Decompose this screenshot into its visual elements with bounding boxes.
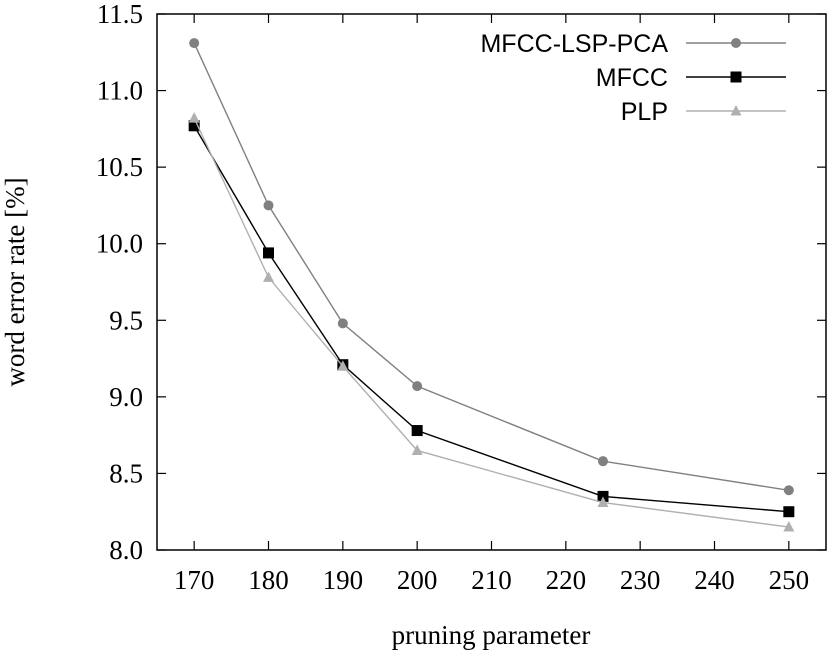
data-point-mfcc-lsp-pca [189, 38, 200, 49]
x-tick-label: 220 [546, 565, 587, 595]
data-point-mfcc-lsp-pca [337, 318, 348, 329]
x-axis-title: pruning parameter [392, 620, 591, 650]
data-point-plp [337, 360, 349, 371]
y-tick-label: 9.0 [109, 382, 143, 412]
plot-frame [156, 13, 827, 551]
series-plp [188, 112, 795, 532]
data-point-plp [411, 444, 423, 455]
y-tick-label: 8.0 [109, 535, 143, 565]
x-tick-label: 180 [248, 565, 289, 595]
data-point-plp [263, 271, 274, 282]
legend-marker-mfcc [730, 71, 742, 83]
data-point-mfcc-lsp-pca [783, 485, 794, 496]
y-tick-label: 8.5 [109, 458, 143, 488]
x-tick-label: 200 [397, 565, 438, 595]
data-point-mfcc-lsp-pca [263, 200, 274, 211]
data-point-mfcc [411, 425, 423, 437]
data-point-mfcc [263, 247, 274, 259]
x-tick-label: 210 [471, 565, 512, 595]
x-tick-label: 240 [694, 565, 735, 595]
y-tick-label: 11.5 [97, 0, 143, 29]
y-tick-label: 9.5 [109, 305, 143, 335]
data-point-plp [188, 112, 200, 123]
x-tick-label: 190 [323, 565, 364, 595]
data-point-plp [597, 496, 609, 508]
y-tick-label: 10.5 [96, 152, 143, 182]
x-tick-label: 230 [620, 565, 661, 595]
y-tick-label: 10.0 [96, 229, 143, 259]
data-point-mfcc [597, 490, 609, 502]
series-line-mfcc [193, 125, 789, 513]
legend-marker-plp [730, 105, 742, 116]
legend: MFCC-LSP-PCA MFCC PLP [480, 30, 786, 126]
x-tick-label: 250 [769, 565, 810, 595]
series-mfcc [188, 120, 795, 518]
legend-label-mfcc: MFCC [596, 64, 668, 92]
legend-label-plp: PLP [621, 98, 668, 126]
y-tick-label: 11.0 [97, 76, 143, 106]
series-mfcc-lsp-pca [189, 38, 794, 496]
legend-marker-mfcc-lsp-pca [731, 38, 741, 48]
data-point-plp [783, 521, 795, 532]
x-tick-label: 170 [174, 565, 215, 595]
y-axis-title: word error rate [%] [0, 177, 30, 386]
data-point-mfcc [783, 506, 795, 518]
legend-label-mfcc-lsp-pca: MFCC-LSP-PCA [480, 30, 668, 58]
series-line-plp [193, 117, 789, 528]
series-layer [188, 38, 795, 532]
series-line-mfcc-lsp-pca [193, 42, 789, 491]
data-point-mfcc-lsp-pca [598, 456, 608, 467]
axis-ticks: 8.0 8.5 9.0 9.5 10.0 10.5 11.0 11.5 170 180 190 200… [96, 0, 826, 595]
data-point-mfcc-lsp-pca [412, 381, 423, 392]
data-point-mfcc [188, 120, 200, 132]
